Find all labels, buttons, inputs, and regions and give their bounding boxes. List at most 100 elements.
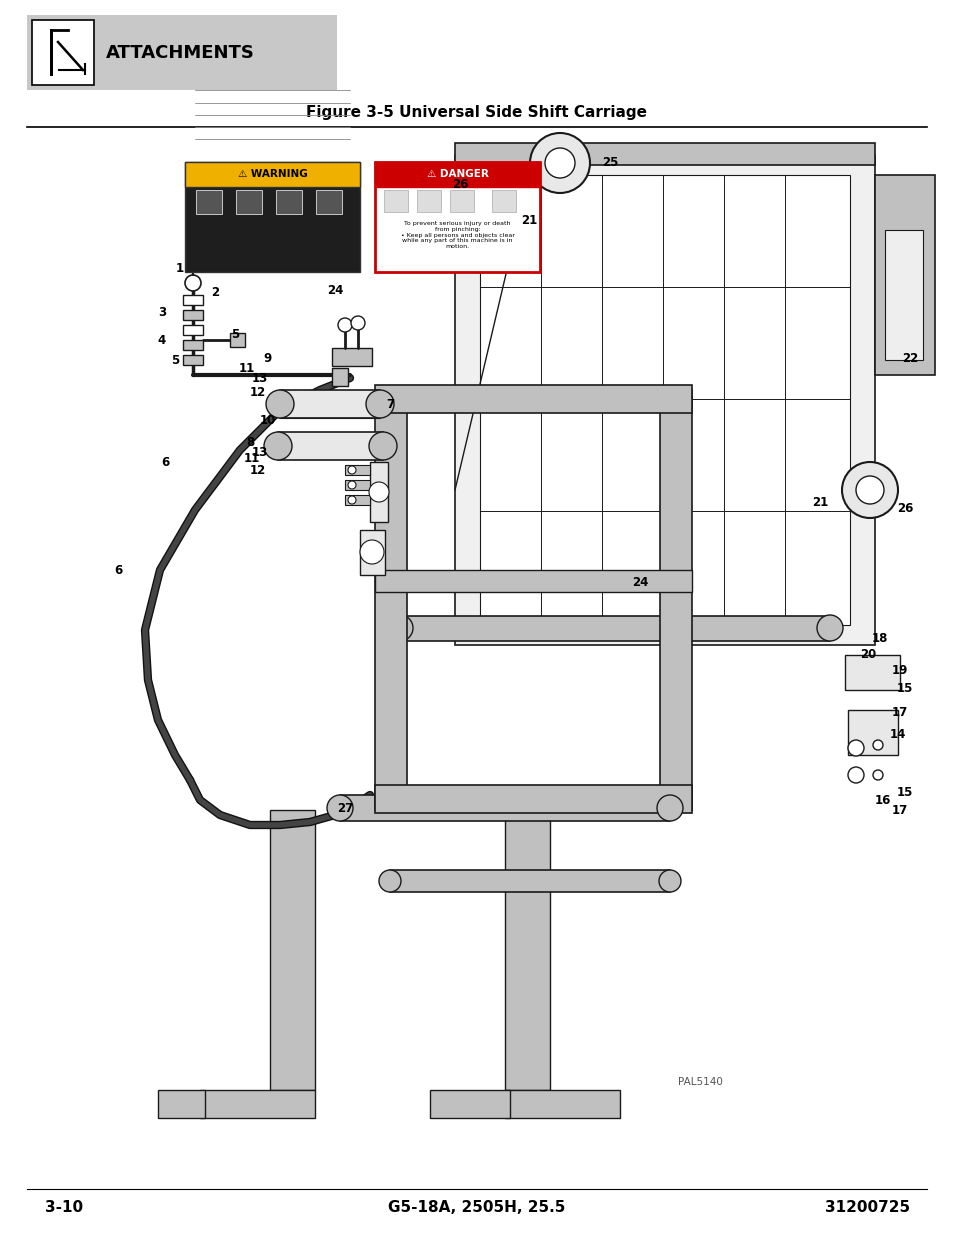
Bar bbox=[32, 20, 94, 85]
Text: 17: 17 bbox=[891, 804, 907, 816]
Bar bbox=[416, 190, 440, 212]
Circle shape bbox=[872, 769, 882, 781]
Circle shape bbox=[378, 869, 400, 892]
Text: 1: 1 bbox=[175, 262, 184, 274]
Bar bbox=[455, 143, 874, 165]
Circle shape bbox=[369, 432, 396, 459]
Circle shape bbox=[530, 133, 589, 193]
Circle shape bbox=[359, 540, 384, 564]
Text: 14: 14 bbox=[889, 729, 905, 741]
Text: 21: 21 bbox=[811, 496, 827, 510]
Bar bbox=[183, 310, 203, 320]
Circle shape bbox=[348, 480, 355, 489]
Text: 6: 6 bbox=[113, 563, 122, 577]
Text: 27: 27 bbox=[336, 802, 353, 815]
Circle shape bbox=[266, 390, 294, 417]
Bar bbox=[659, 390, 691, 810]
Text: 8: 8 bbox=[246, 436, 253, 448]
Circle shape bbox=[659, 869, 680, 892]
Text: To prevent serious injury or death
from pinching:
• Keep all persons and objects: To prevent serious injury or death from … bbox=[400, 221, 514, 249]
Text: 17: 17 bbox=[891, 705, 907, 719]
Bar bbox=[390, 869, 669, 892]
Bar bbox=[359, 530, 385, 576]
Circle shape bbox=[327, 795, 353, 821]
Polygon shape bbox=[430, 1091, 510, 1118]
Bar bbox=[375, 390, 407, 810]
Bar bbox=[345, 466, 370, 475]
Bar bbox=[315, 190, 341, 214]
Bar bbox=[375, 162, 539, 186]
Bar bbox=[235, 190, 262, 214]
Polygon shape bbox=[270, 810, 314, 1091]
Bar bbox=[183, 295, 203, 305]
Circle shape bbox=[348, 496, 355, 504]
Text: 6: 6 bbox=[161, 456, 169, 468]
Bar bbox=[874, 175, 934, 375]
Text: ATTACHMENTS: ATTACHMENTS bbox=[106, 43, 254, 62]
Bar bbox=[844, 655, 899, 690]
Circle shape bbox=[544, 148, 575, 178]
Bar bbox=[332, 348, 372, 366]
Bar bbox=[332, 368, 348, 387]
Text: Figure 3-5 Universal Side Shift Carriage: Figure 3-5 Universal Side Shift Carriage bbox=[306, 105, 647, 121]
Bar bbox=[195, 190, 222, 214]
Bar bbox=[847, 710, 897, 755]
Text: ⚠ DANGER: ⚠ DANGER bbox=[426, 169, 488, 179]
Circle shape bbox=[337, 317, 352, 332]
Bar bbox=[280, 390, 379, 417]
Bar bbox=[884, 230, 923, 359]
Text: 22: 22 bbox=[901, 352, 917, 364]
Bar bbox=[479, 175, 849, 625]
Polygon shape bbox=[504, 810, 550, 1091]
Text: 12: 12 bbox=[250, 387, 266, 399]
Bar bbox=[183, 354, 203, 366]
Bar bbox=[375, 785, 691, 813]
Circle shape bbox=[369, 482, 389, 501]
Bar bbox=[375, 571, 691, 592]
Bar bbox=[183, 340, 203, 350]
Bar bbox=[275, 190, 302, 214]
Text: 12: 12 bbox=[250, 463, 266, 477]
Bar bbox=[230, 333, 245, 347]
Polygon shape bbox=[504, 1091, 619, 1118]
Circle shape bbox=[855, 475, 883, 504]
Bar bbox=[339, 795, 669, 821]
Circle shape bbox=[847, 740, 863, 756]
Bar bbox=[375, 385, 691, 412]
Bar bbox=[399, 616, 829, 641]
Circle shape bbox=[657, 795, 682, 821]
Circle shape bbox=[847, 767, 863, 783]
Text: G5-18A, 2505H, 25.5: G5-18A, 2505H, 25.5 bbox=[388, 1199, 565, 1214]
Text: 4: 4 bbox=[157, 333, 166, 347]
Text: 19: 19 bbox=[891, 663, 907, 677]
Text: 9: 9 bbox=[264, 352, 272, 364]
Text: 11: 11 bbox=[244, 452, 260, 464]
Text: 3-10: 3-10 bbox=[45, 1199, 83, 1214]
Text: 5: 5 bbox=[231, 329, 239, 342]
Bar bbox=[384, 190, 408, 212]
Text: 16: 16 bbox=[874, 794, 890, 806]
Text: 2: 2 bbox=[211, 287, 219, 300]
Text: 13: 13 bbox=[252, 446, 268, 458]
Polygon shape bbox=[200, 1091, 314, 1118]
Bar bbox=[27, 15, 336, 90]
Bar bbox=[183, 325, 203, 335]
Bar bbox=[370, 462, 388, 522]
Bar bbox=[450, 190, 474, 212]
Bar bbox=[277, 432, 382, 459]
Text: PAL5140: PAL5140 bbox=[677, 1077, 721, 1087]
Bar bbox=[375, 162, 539, 272]
Text: 18: 18 bbox=[871, 631, 887, 645]
Bar bbox=[492, 190, 516, 212]
Bar bbox=[345, 495, 370, 505]
Polygon shape bbox=[158, 1091, 205, 1118]
Text: 24: 24 bbox=[327, 284, 343, 296]
Bar bbox=[345, 480, 370, 490]
Text: 25: 25 bbox=[601, 157, 618, 169]
Circle shape bbox=[351, 316, 365, 330]
Text: 10: 10 bbox=[259, 414, 275, 426]
Text: 13: 13 bbox=[252, 372, 268, 384]
Text: 11: 11 bbox=[238, 362, 254, 374]
Circle shape bbox=[264, 432, 292, 459]
Circle shape bbox=[841, 462, 897, 517]
